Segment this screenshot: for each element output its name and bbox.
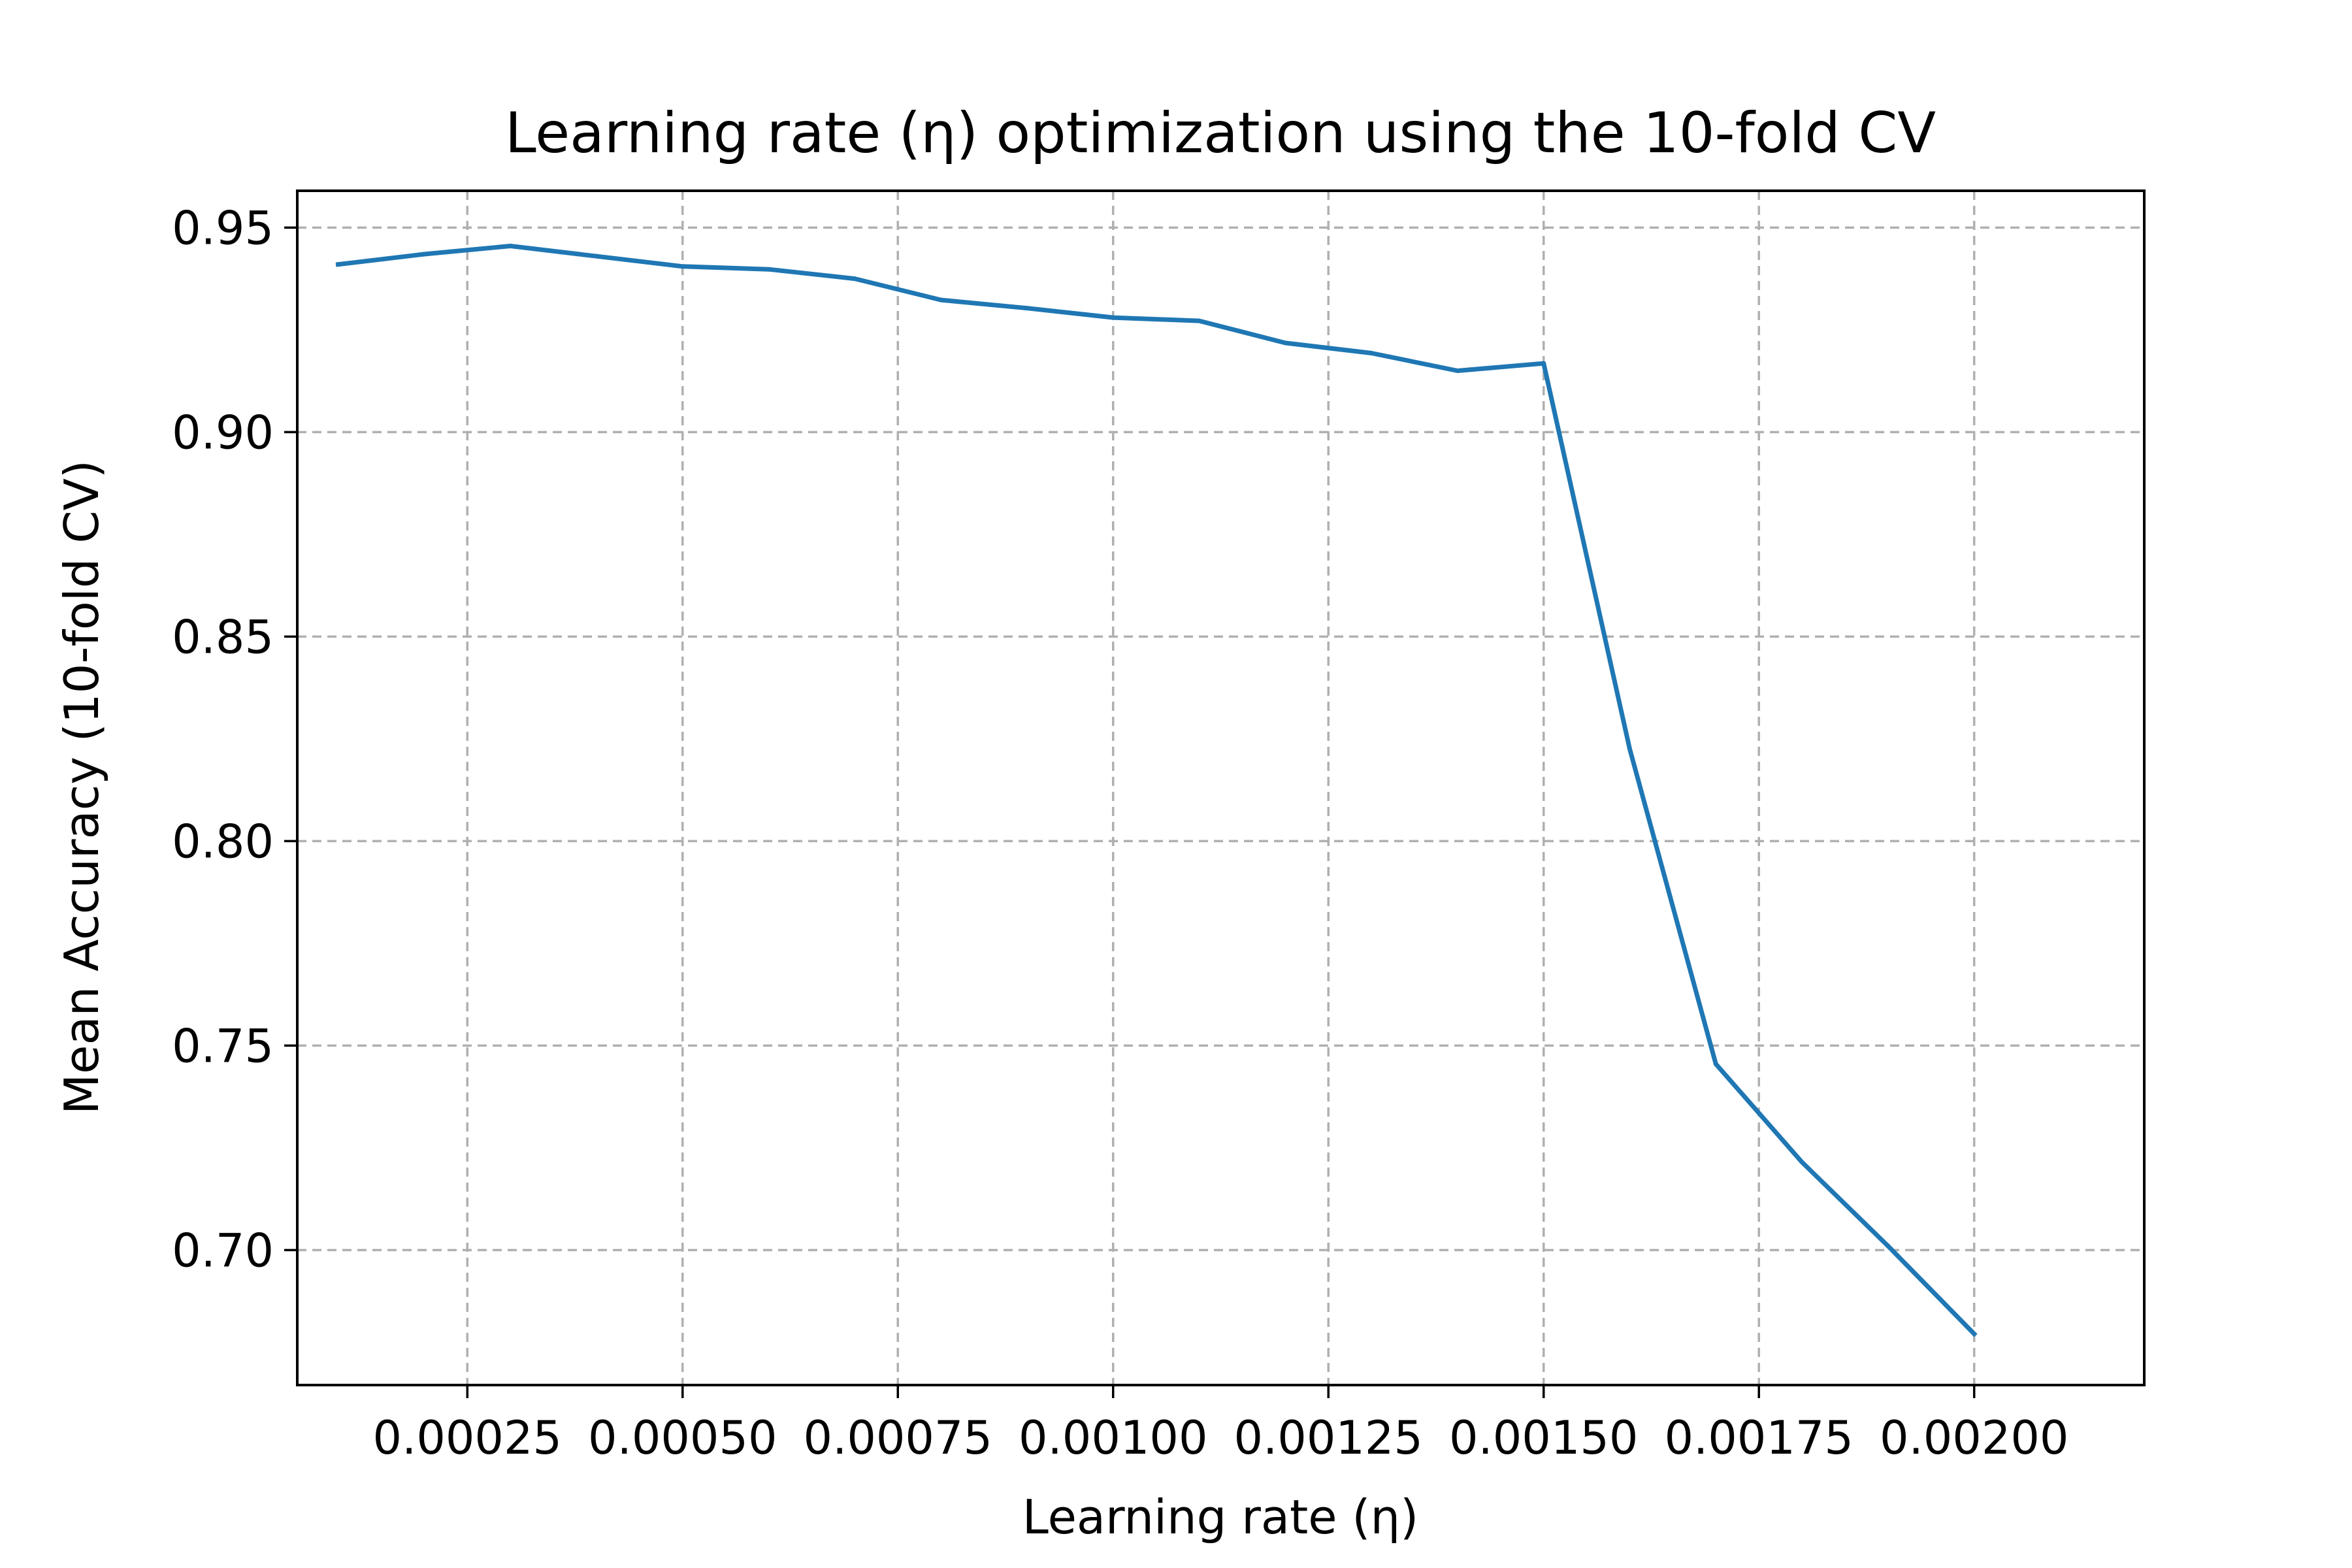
y-tick-label: 0.75	[172, 1019, 274, 1073]
data-point	[1627, 747, 1633, 752]
data-point	[1541, 361, 1546, 366]
x-tick-label: 0.00100	[1019, 1411, 1207, 1465]
series-line	[335, 244, 1978, 1337]
y-tick-label: 0.80	[172, 815, 274, 868]
data-point	[852, 276, 857, 282]
data-point	[1713, 1062, 1718, 1067]
data-point	[680, 264, 685, 269]
plot-area-frame	[296, 189, 2146, 1386]
data-point	[1886, 1243, 1891, 1249]
data-point	[508, 244, 513, 249]
series-layer	[335, 244, 1978, 1337]
x-tick-label: 0.00050	[588, 1411, 777, 1465]
chart-title: Learning rate (η) optimization using the…	[505, 101, 1936, 166]
data-point	[1024, 306, 1030, 311]
data-point	[1282, 340, 1288, 346]
data-point	[1111, 315, 1116, 320]
x-axis-label: Learning rate (η)	[1022, 1490, 1418, 1544]
data-point	[1799, 1160, 1805, 1165]
x-tick-label: 0.00175	[1664, 1411, 1853, 1465]
y-tick-label: 0.90	[172, 406, 274, 459]
data-point	[1972, 1331, 1977, 1337]
y-axis-label: Mean Accuracy (10-fold CV)	[54, 460, 109, 1115]
data-point	[1455, 368, 1460, 373]
x-tick-label: 0.00075	[804, 1411, 992, 1465]
grid	[297, 191, 2144, 1385]
x-tick-label: 0.00150	[1449, 1411, 1638, 1465]
x-tick-label: 0.00125	[1234, 1411, 1423, 1465]
y-axis: 0.70 0.75 0.80 0.85 0.90 0.95	[172, 201, 297, 1277]
data-point	[336, 262, 341, 267]
x-tick-label: 0.00025	[373, 1411, 562, 1465]
y-tick-label: 0.70	[172, 1224, 274, 1277]
data-point	[766, 267, 772, 272]
data-point	[594, 253, 599, 259]
data-point	[1197, 318, 1202, 323]
x-tick-label: 0.00200	[1880, 1411, 2068, 1465]
data-point	[938, 297, 943, 302]
y-tick-label: 0.85	[172, 610, 274, 664]
data-point	[421, 252, 427, 257]
y-tick-label: 0.95	[172, 201, 274, 255]
x-axis: 0.00025 0.00050 0.00075 0.00100 0.00125 0.001…	[373, 1385, 2068, 1465]
data-point	[1369, 351, 1374, 356]
